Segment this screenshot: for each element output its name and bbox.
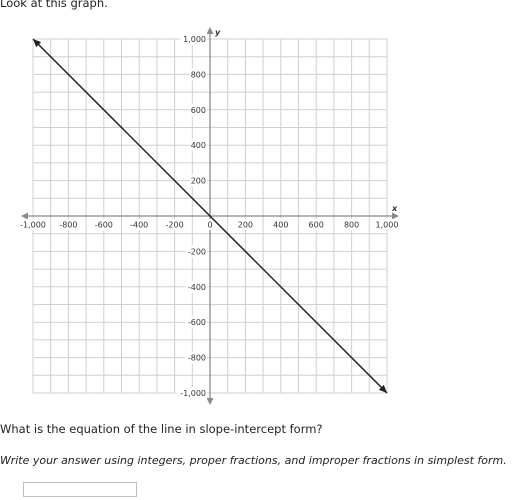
tick-labels: x y -1,000 -800 -600 -400 -200 0 200 400 600 800 1,0… (17, 28, 401, 399)
x-tick-label-bg (237, 219, 254, 230)
x-tick-label: 200 (238, 221, 253, 230)
x-tick-label: -1,000 (20, 221, 46, 230)
x-tick-label: 800 (344, 221, 359, 230)
y-tick-label-bg (175, 387, 207, 399)
y-tick-label-bg (180, 33, 207, 45)
x-tick-label-bg (373, 219, 401, 230)
y-tick-label-bg (190, 174, 207, 187)
series-lines (32, 38, 388, 394)
y-tick-label-bg (190, 68, 207, 81)
line-arrowhead (378, 384, 387, 393)
x-tick-label-bg (93, 219, 115, 230)
answer-input[interactable] (23, 482, 137, 497)
x-tick-label: 0 (207, 221, 212, 230)
x-tick-label-bg (206, 219, 214, 230)
instruction-text: Write your answer using integers, proper… (0, 454, 507, 467)
y-tick-label-bg (190, 103, 207, 116)
question-text: What is the equation of the line in slop… (0, 422, 323, 436)
intro-text: Look at this graph. (0, 0, 108, 10)
x-tick-label-bg (343, 219, 360, 230)
y-tick-label-bg (185, 316, 207, 329)
x-tick-label: 1,000 (376, 221, 399, 230)
y-tick-label-bg (185, 280, 207, 293)
y-tick-label: 200 (191, 177, 206, 186)
x-tick-label: -400 (130, 221, 148, 230)
y-tick-label: 600 (191, 106, 206, 115)
y-axis-label: y (215, 28, 221, 37)
y-axis-arrow-down (206, 398, 214, 405)
x-axis-label: x (391, 204, 398, 213)
y-tick-label: 800 (191, 70, 206, 79)
x-tick-label: -600 (95, 221, 113, 230)
y-tick-label: 1,000 (183, 35, 206, 44)
x-tick-label-bg (17, 219, 49, 230)
x-tick-label: -200 (166, 221, 184, 230)
y-tick-label: -600 (188, 318, 206, 327)
x-tick-label: 400 (273, 221, 288, 230)
y-tick-label: -800 (188, 354, 206, 363)
y-tick-label-bg (190, 139, 207, 152)
y-tick-label: -400 (188, 283, 206, 292)
y-tick-label: -200 (188, 247, 206, 256)
x-tick-label-bg (163, 219, 186, 230)
x-tick-label: -800 (59, 221, 77, 230)
x-axis-arrow-left (21, 212, 28, 220)
line-segment (32, 38, 388, 394)
x-tick-label-bg (57, 219, 80, 230)
y-tick-label: -1,000 (180, 389, 206, 398)
x-tick-label-bg (272, 219, 290, 230)
x-axis-arrow-right (392, 212, 399, 220)
x-tick-label-bg (307, 219, 325, 230)
y-tick-label: 400 (191, 141, 206, 150)
x-tick-label-bg (128, 219, 150, 230)
x-tick-label: 600 (309, 221, 324, 230)
coordinate-graph: x y -1,000 -800 -600 -400 -200 0 200 400 600 800 1,0… (17, 27, 401, 405)
y-tick-label-bg (185, 245, 207, 258)
y-axis-arrow-up (206, 27, 214, 34)
y-tick-label-bg (185, 351, 207, 364)
line-arrowhead (33, 39, 42, 48)
